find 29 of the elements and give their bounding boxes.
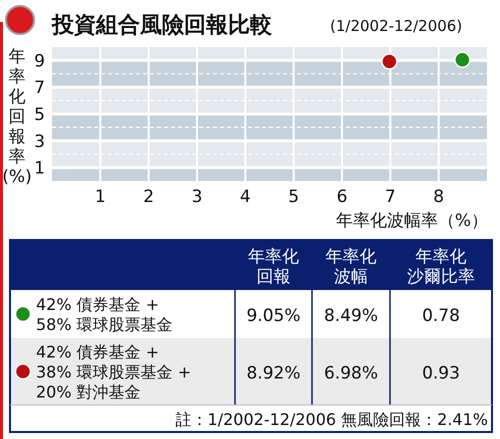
legend-label: 42% 債券基金 + 58% 環球股票基金: [36, 295, 173, 334]
y-tick-label: 7: [34, 78, 45, 98]
x-tick-label: 5: [288, 187, 300, 207]
text: 年率化沙爾比率: [407, 247, 475, 287]
text: 年率化波幅: [326, 247, 376, 287]
text: 8.92%: [246, 364, 301, 384]
text: 9.05%: [246, 306, 301, 326]
text: 6.98%: [324, 364, 378, 384]
x-tick-label: 1: [94, 187, 106, 207]
text: 0.78: [422, 306, 460, 326]
legend-label: 42% 債券基金 + 38% 環球股票基金 + 20% 對沖基金: [36, 342, 192, 402]
x-tick-label: 7: [384, 187, 396, 207]
y-tick-label: 9: [34, 51, 45, 72]
text: 0.93: [422, 364, 460, 384]
text: 年率化回報: [248, 247, 299, 287]
x-axis-title: 年率化波幅率（%）: [336, 211, 488, 231]
chart-subtitle: (1/2002-12/2006): [330, 17, 462, 35]
y-tick-label: 3: [34, 132, 45, 152]
text: 8.49%: [324, 306, 378, 326]
x-tick-label: 4: [240, 187, 251, 207]
x-tick-label: 6: [336, 187, 348, 207]
text: 註：1/2002-12/2006 無風險回報：2.41%: [176, 410, 488, 429]
y-tick-label: 1: [34, 158, 45, 179]
x-tick-label: 2: [143, 187, 154, 207]
y-tick-label: 5: [34, 105, 45, 125]
x-tick-label: 8: [433, 187, 444, 207]
y-axis-title: 年率化回報率(%): [2, 47, 32, 187]
chart-title: 投資組合風險回報比較: [51, 13, 273, 38]
x-tick-label: 3: [192, 187, 202, 207]
